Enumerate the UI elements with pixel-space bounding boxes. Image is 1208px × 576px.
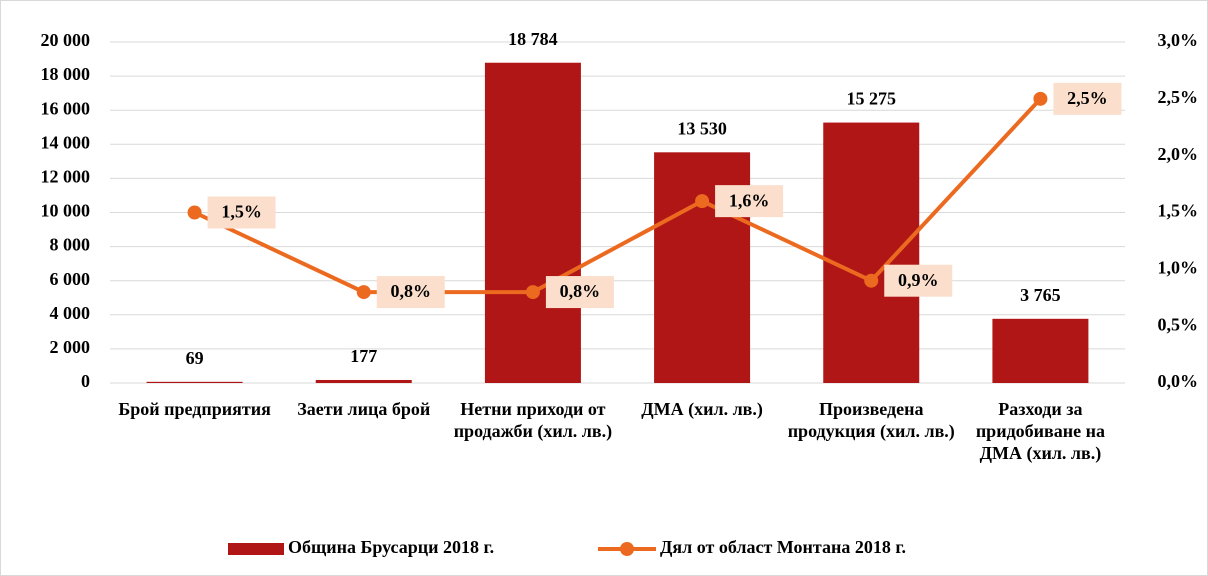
y-tick-label: 16 000 bbox=[41, 98, 91, 118]
y-tick-label: 2 000 bbox=[50, 337, 91, 357]
x-tick-label-box: ДМА (хил. лв.) bbox=[641, 399, 763, 419]
y2-tick-label: 3,0% bbox=[1158, 30, 1199, 50]
data-label: 0,8% bbox=[560, 281, 601, 301]
data-label-box bbox=[884, 264, 953, 297]
legend-swatch bbox=[620, 542, 634, 556]
data-label: 69 bbox=[186, 348, 204, 368]
data-label: 1,6% bbox=[729, 190, 770, 210]
y-tick-label: 4 000 bbox=[50, 303, 91, 323]
x-tick-label-box: Нетни приходи от продажби (хил. лв.) bbox=[453, 399, 613, 441]
legend-label: Дял от област Монтана 2018 г. bbox=[660, 537, 906, 557]
y-tick-label: 20 000 bbox=[41, 30, 91, 50]
y-tick-label: 0 bbox=[81, 371, 90, 391]
x-tick-label-box: Брой предприятия bbox=[118, 399, 271, 419]
x-tick-label-box: Произведена продукция (хил. лв.) bbox=[787, 399, 955, 441]
y-tick-label: 10 000 bbox=[41, 201, 91, 221]
line-point bbox=[525, 285, 540, 300]
y2-tick-label: 1,5% bbox=[1158, 201, 1199, 221]
bar bbox=[315, 379, 412, 383]
line-point bbox=[864, 273, 879, 288]
data-label-box bbox=[715, 185, 784, 218]
x-tick-label-box: Заети лица брой bbox=[297, 399, 431, 419]
y-tick-label: 6 000 bbox=[50, 269, 91, 289]
line-point bbox=[356, 285, 371, 300]
data-label: 15 275 bbox=[847, 89, 897, 109]
line bbox=[193, 97, 1042, 295]
y2-tick-label: 0,5% bbox=[1158, 314, 1199, 334]
line-point bbox=[187, 205, 202, 220]
y-tick-label: 18 000 bbox=[41, 64, 91, 84]
x-tick-label: Заети лица брой bbox=[297, 399, 431, 419]
x-tick-label: Разходи за придобиване на ДМА (хил. лв.) bbox=[975, 399, 1105, 463]
x-tick-label: Нетни приходи от продажби (хил. лв.) bbox=[453, 399, 613, 441]
y2-tick-label: 2,0% bbox=[1158, 144, 1199, 164]
y-tick-label: 8 000 bbox=[50, 235, 91, 255]
x-tick-label: ДМА (хил. лв.) bbox=[641, 399, 763, 419]
data-label: 0,9% bbox=[898, 270, 939, 290]
line-point bbox=[695, 194, 710, 209]
legend-label: Община Брусарци 2018 г. bbox=[288, 537, 494, 557]
data-label-box bbox=[545, 276, 614, 309]
x-tick-label: Брой предприятия bbox=[118, 399, 271, 419]
data-label: 2,5% bbox=[1067, 88, 1108, 108]
bar bbox=[146, 381, 243, 383]
data-label: 0,8% bbox=[391, 281, 432, 301]
data-label-box bbox=[1053, 82, 1122, 115]
data-label: 1,5% bbox=[221, 202, 262, 222]
bar bbox=[823, 122, 920, 383]
y2-tick-label: 2,5% bbox=[1158, 87, 1199, 107]
bar bbox=[992, 318, 1089, 383]
data-label-box bbox=[376, 276, 445, 309]
legend-swatch bbox=[228, 543, 284, 555]
bar bbox=[484, 62, 581, 384]
data-label: 3 765 bbox=[1020, 285, 1061, 305]
y2-tick-label: 1,0% bbox=[1158, 257, 1199, 277]
x-tick-label: Произведена продукция (хил. лв.) bbox=[787, 399, 955, 441]
data-label: 177 bbox=[350, 346, 377, 366]
x-tick-label-box: Разходи за придобиване на ДМА (хил. лв.) bbox=[975, 399, 1105, 463]
y-tick-label: 14 000 bbox=[41, 132, 91, 152]
data-label: 18 784 bbox=[508, 29, 558, 49]
data-label-box bbox=[207, 196, 276, 229]
line-point bbox=[1033, 91, 1048, 106]
data-label: 13 530 bbox=[677, 118, 727, 138]
y-tick-label: 12 000 bbox=[41, 167, 91, 187]
y2-tick-label: 0,0% bbox=[1158, 371, 1199, 391]
